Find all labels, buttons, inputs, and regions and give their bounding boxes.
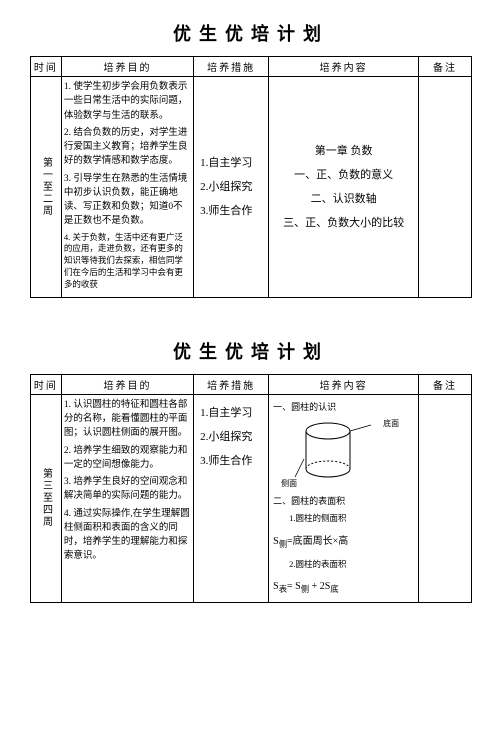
formula-sub: 底 [330,585,338,594]
goal-cell: 1. 使学生初步学会用负数表示一些日常生活中的实际问题，体验数学与生活的联系。 … [61,77,193,298]
page-title-2: 优生优培计划 [30,338,472,364]
formula-sub: 侧 [279,540,287,549]
formula-sub: 表 [279,585,287,594]
table-row: 第一至二周 1. 使学生初步学会用负数表示一些日常生活中的实际问题，体验数学与生… [31,77,472,298]
goal-cell: 1. 认识圆柱的特征和圆柱各部分的名称，能看懂圆柱的平面图；认识圆柱侧面的展开图… [61,394,193,602]
content-item: 二、圆柱的表面积 [273,493,414,509]
header-time: 时间 [31,57,62,77]
goal-item: 4. 通过实际操作,在学生理解圆柱侧面积和表面的含义的同时，培养学生的理解能力和… [64,507,191,564]
header-note: 备注 [419,57,472,77]
goal-item: 4. 关于负数，生活中还有更广泛的应用，走进负数，还有更多的知识等待我们去探索，… [64,232,191,291]
goal-item: 1. 使学生初步学会用负数表示一些日常生活中的实际问题，体验数学与生活的联系。 [64,80,191,123]
goal-item: 2. 结合负数的历史，对学生进行爱国主义教育；培养学生良好的数学情感和数学态度。 [64,126,191,169]
measure-item: 3.师生合作 [200,449,266,473]
label-bottom: 底面 [383,417,399,431]
formula-text: =底面周长×高 [287,536,348,547]
formula-text: + 2S [309,581,330,592]
measure-item: 3.师生合作 [200,199,266,223]
content-subitem: 1.圆柱的侧面积 [273,511,414,526]
content-item: 第一章 负数 [271,139,416,163]
note-cell [419,77,472,298]
goal-item: 2. 培养学生细致的观察能力和一定的空间想像能力。 [64,444,191,473]
formula-sub: 侧 [301,585,309,594]
measure-item: 2.小组探究 [200,425,266,449]
content-cell: 第一章 负数 一、正、负数的意义 二、认识数轴 三、正、负数大小的比较 [269,77,419,298]
header-content: 培养内容 [269,57,419,77]
header-content: 培养内容 [269,374,419,394]
content-subitem: 2.圆柱的表面积 [273,557,414,572]
table-header-row: 时间 培养目的 培养措施 培养内容 备注 [31,374,472,394]
plan-table-1: 时间 培养目的 培养措施 培养内容 备注 第一至二周 1. 使学生初步学会用负数… [30,56,472,298]
header-measure: 培养措施 [194,57,269,77]
header-goal: 培养目的 [61,374,193,394]
note-cell [419,394,472,602]
goal-item: 3. 引导学生在熟悉的生活情境中初步认识负数，能正确地读、写正数和负数；知道0不… [64,172,191,229]
content-item: 三、正、负数大小的比较 [271,211,416,235]
measure-item: 2.小组探究 [200,175,266,199]
formula: S侧=底面周长×高 [273,533,414,553]
table-header-row: 时间 培养目的 培养措施 培养内容 备注 [31,57,472,77]
table-row: 第三至四周 1. 认识圆柱的特征和圆柱各部分的名称，能看懂圆柱的平面图；认识圆柱… [31,394,472,602]
header-note: 备注 [419,374,472,394]
measure-cell: 1.自主学习 2.小组探究 3.师生合作 [194,394,269,602]
time-cell: 第三至四周 [31,394,62,602]
header-goal: 培养目的 [61,57,193,77]
content-item: 二、认识数轴 [271,187,416,211]
formula: S表= S侧 + 2S底 [273,578,414,598]
formula-text: = S [287,581,301,592]
label-side: 侧面 [281,477,297,491]
header-measure: 培养措施 [194,374,269,394]
content-cell: 一、圆柱的认识 底面 侧面 二、圆柱的表面积 1.圆柱的侧面积 S侧=底面周长×… [269,394,419,602]
header-time: 时间 [31,374,62,394]
goal-item: 3. 培养学生良好的空间观念和解决简单的实际问题的能力。 [64,475,191,504]
page-title-1: 优生优培计划 [30,20,472,46]
time-cell: 第一至二周 [31,77,62,298]
measure-item: 1.自主学习 [200,401,266,425]
measure-item: 1.自主学习 [200,151,266,175]
content-item: 一、圆柱的认识 [273,399,414,415]
goal-item: 1. 认识圆柱的特征和圆柱各部分的名称，能看懂圆柱的平面图；认识圆柱侧面的展开图… [64,398,191,441]
cylinder-diagram: 底面 侧面 [293,419,393,489]
measure-cell: 1.自主学习 2.小组探究 3.师生合作 [194,77,269,298]
plan-table-2: 时间 培养目的 培养措施 培养内容 备注 第三至四周 1. 认识圆柱的特征和圆柱… [30,374,472,603]
content-item: 一、正、负数的意义 [271,163,416,187]
